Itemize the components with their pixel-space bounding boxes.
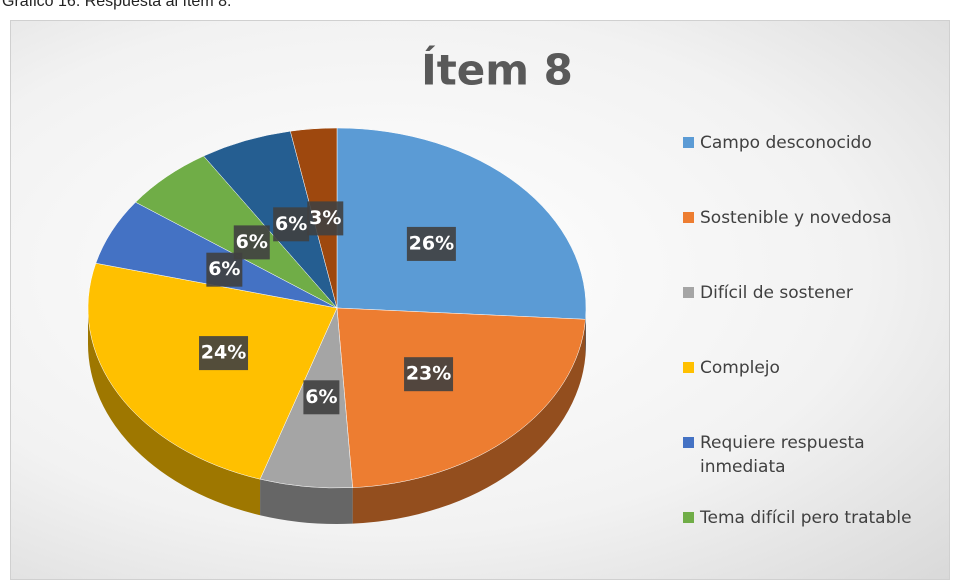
legend-swatch (683, 437, 694, 448)
data-label: 3% (309, 207, 341, 229)
slice-side (88, 308, 261, 516)
data-label-box (303, 380, 340, 415)
data-label-box (307, 201, 344, 236)
slice-side (260, 479, 353, 524)
legend-swatch (683, 512, 694, 523)
legend-swatch (683, 362, 694, 373)
legend-swatch (683, 212, 694, 223)
data-label: 6% (305, 386, 337, 408)
legend-item: Campo desconocido (683, 131, 945, 155)
slice (336, 127, 587, 320)
legend-label: Difícil de sostener (700, 283, 853, 303)
data-label: 23% (406, 363, 451, 385)
data-label-box (273, 207, 310, 242)
legend-item: Tema difícil pero tratable (683, 506, 945, 530)
data-label: 24% (201, 342, 246, 364)
data-label: 6% (236, 231, 268, 253)
data-label-box (233, 225, 270, 260)
slice (336, 307, 586, 488)
plot: Ítem 8 26%23%6%24%6%6%6% 3% (87, 45, 587, 524)
data-label: 6% (275, 213, 307, 235)
legend-label: Sostenible y novedosa (700, 208, 892, 228)
data-label-box (199, 336, 249, 371)
legend-item: Complejo (683, 356, 945, 380)
chart: Ítem 8 26% 23% 6% 24% 6% 6% 6% 3% Campo descono… (10, 20, 950, 580)
legend-swatch (683, 287, 694, 298)
legend-item: Difícil de sostener (683, 281, 945, 305)
legend-item: Requiere respuesta inmediata (683, 431, 945, 479)
legend-label: Tema difícil pero tratable (700, 508, 912, 528)
chart-title: Ítem 8 (421, 45, 573, 95)
caption: Gráfico 16. Respuesta al ítem 8. (2, 0, 232, 10)
data-label: 26% (409, 232, 454, 254)
data-label: 6% (208, 258, 240, 280)
data-label-box (406, 226, 456, 261)
legend-label: Complejo (700, 358, 780, 378)
legend-swatch (683, 137, 694, 148)
slice-side (352, 319, 586, 524)
legend-label: Campo desconocido (700, 133, 872, 153)
legend-item: Sostenible y novedosa (683, 206, 945, 230)
slice (87, 262, 338, 480)
legend-label: Requiere respuesta inmediata (700, 433, 865, 477)
data-label-box (404, 357, 454, 392)
